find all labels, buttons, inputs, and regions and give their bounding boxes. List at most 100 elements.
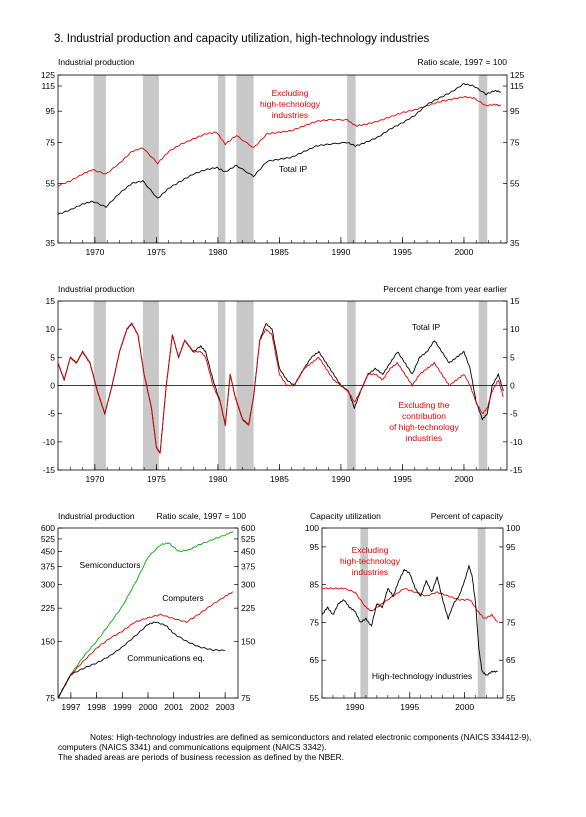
x-tick-label: 2002 bbox=[190, 702, 209, 712]
y-tick-label: 450 bbox=[41, 547, 55, 557]
y-tick-label: 375 bbox=[241, 561, 255, 571]
y-tick-label: 525 bbox=[41, 534, 55, 544]
recession-band bbox=[93, 75, 106, 243]
y-tick-label: -5 bbox=[510, 409, 518, 419]
y-tick-label: -10 bbox=[510, 437, 523, 447]
series-annotation: high-technology bbox=[340, 556, 401, 566]
plot-frame bbox=[57, 74, 508, 244]
y-tick-label: 600 bbox=[241, 523, 255, 533]
y-tick-label: 95 bbox=[46, 106, 56, 116]
y-tick-label: 150 bbox=[241, 636, 255, 646]
x-tick-label: 1985 bbox=[270, 247, 289, 257]
series-line bbox=[58, 95, 502, 187]
y-tick-label: 65 bbox=[506, 655, 516, 665]
recession-band bbox=[217, 75, 226, 243]
y-tick-label: 75 bbox=[46, 693, 56, 703]
recession-band bbox=[236, 75, 254, 243]
recession-band bbox=[360, 528, 369, 698]
y-tick-label: 225 bbox=[41, 603, 55, 613]
y-tick-label: -10 bbox=[43, 437, 56, 447]
recession-band bbox=[478, 75, 488, 243]
y-tick-label: 100 bbox=[305, 523, 319, 533]
plot-frame bbox=[57, 527, 239, 699]
y-tick-label: 150 bbox=[41, 636, 55, 646]
series-annotation: industries bbox=[272, 110, 308, 120]
y-tick-label: 95 bbox=[310, 542, 320, 552]
y-tick-label: 95 bbox=[510, 106, 520, 116]
series-annotation: Excluding the bbox=[398, 400, 449, 410]
series-annotation: high-technology bbox=[260, 99, 321, 109]
note-line-1: Notes: High-technology industries are de… bbox=[90, 732, 532, 742]
y-tick-label: 35 bbox=[46, 238, 56, 248]
y-tick-label: 75 bbox=[241, 693, 251, 703]
y-tick-label: 0 bbox=[510, 381, 515, 391]
y-tick-label: -15 bbox=[43, 465, 56, 475]
y-tick-label: 300 bbox=[41, 580, 55, 590]
x-tick-label: 2001 bbox=[164, 702, 183, 712]
notes: Notes: High-technology industries are de… bbox=[58, 732, 578, 762]
y-tick-label: 95 bbox=[506, 542, 516, 552]
figure-title: 3. Industrial production and capacity ut… bbox=[54, 33, 429, 45]
scale-label: Percent of capacity bbox=[431, 511, 504, 521]
scale-label: Ratio scale, 1997 = 100 bbox=[417, 57, 507, 67]
series-annotation: Total IP bbox=[412, 322, 441, 332]
y-tick-label: 125 bbox=[41, 70, 55, 80]
series-line bbox=[57, 82, 502, 215]
series-label: Semiconductors bbox=[80, 560, 141, 570]
x-tick-label: 2000 bbox=[454, 474, 473, 484]
panel-label: Industrial production bbox=[58, 511, 135, 521]
plot-frame bbox=[321, 527, 504, 699]
x-tick-label: 2003 bbox=[216, 702, 235, 712]
y-tick-label: 75 bbox=[310, 617, 320, 627]
panel-industrial-production-levels: Industrial production Ratio scale, 1997 =… bbox=[41, 57, 525, 257]
series-line bbox=[57, 621, 226, 699]
y-tick-label: 15 bbox=[46, 296, 56, 306]
series-line bbox=[57, 531, 234, 699]
panel-industrial-production-pct-change: Industrial production Percent change from… bbox=[43, 284, 523, 484]
x-tick-label: 1990 bbox=[331, 247, 350, 257]
panel-hightech-components: Industrial production Ratio scale, 1997 =… bbox=[41, 511, 256, 712]
x-tick-label: 1975 bbox=[147, 247, 166, 257]
series-label: Communications eq. bbox=[127, 653, 204, 663]
scale-label: Ratio scale, 1997 = 100 bbox=[156, 511, 246, 521]
series-annotation: Excluding bbox=[272, 88, 309, 98]
recession-band bbox=[347, 75, 356, 243]
x-tick-label: 1975 bbox=[147, 474, 166, 484]
y-tick-label: 55 bbox=[310, 693, 320, 703]
x-tick-label: 1995 bbox=[400, 702, 419, 712]
series-line bbox=[321, 565, 498, 676]
y-tick-label: 100 bbox=[506, 523, 520, 533]
recession-band bbox=[142, 75, 159, 243]
y-tick-label: 115 bbox=[41, 81, 55, 91]
x-tick-label: 1998 bbox=[87, 702, 106, 712]
series-line bbox=[321, 587, 498, 623]
panel-label: Industrial production bbox=[58, 284, 135, 294]
series-annotation: industries bbox=[406, 433, 442, 443]
series-label: Computers bbox=[162, 593, 204, 603]
x-tick-label: 1970 bbox=[85, 474, 104, 484]
x-tick-label: 1995 bbox=[393, 247, 412, 257]
panel-label: Industrial production bbox=[58, 57, 135, 67]
x-tick-label: 1997 bbox=[61, 702, 80, 712]
y-tick-label: 55 bbox=[510, 178, 520, 188]
series-annotation: High-technology industries bbox=[372, 671, 472, 681]
y-tick-label: 75 bbox=[510, 137, 520, 147]
y-tick-label: 10 bbox=[510, 324, 520, 334]
note-line-2: computers (NAICS 3341) and communication… bbox=[58, 742, 327, 752]
series-annotation: industries bbox=[352, 567, 388, 577]
y-tick-label: 300 bbox=[241, 580, 255, 590]
y-tick-label: 10 bbox=[46, 324, 56, 334]
x-tick-label: 2000 bbox=[139, 702, 158, 712]
y-tick-label: 55 bbox=[506, 693, 516, 703]
y-tick-label: 55 bbox=[46, 178, 56, 188]
y-tick-label: -5 bbox=[47, 409, 55, 419]
series-line bbox=[57, 591, 234, 699]
y-tick-label: 225 bbox=[241, 603, 255, 613]
y-tick-label: 35 bbox=[510, 238, 520, 248]
y-tick-label: 5 bbox=[50, 352, 55, 362]
x-tick-label: 1980 bbox=[208, 474, 227, 484]
y-tick-label: 115 bbox=[510, 81, 524, 91]
x-tick-label: 1990 bbox=[331, 474, 350, 484]
y-tick-label: 75 bbox=[506, 617, 516, 627]
